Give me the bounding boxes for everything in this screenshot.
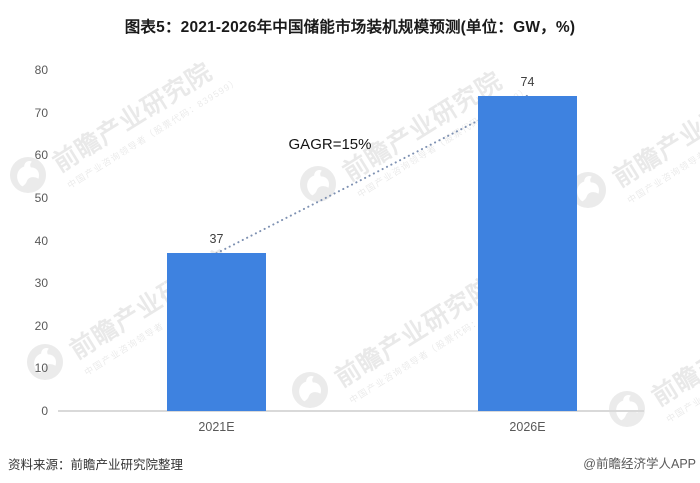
- qianzhan-logo-icon: [608, 390, 646, 428]
- source-note: 资料来源：前瞻产业研究院整理: [8, 458, 184, 472]
- qianzhan-logo-icon: [569, 171, 607, 209]
- y-axis-tick-label: 20: [34, 318, 48, 333]
- y-axis-tick-label: 40: [34, 233, 48, 248]
- qianzhan-logo-icon: [9, 156, 47, 194]
- y-axis-tick-label: 60: [34, 148, 48, 163]
- bar: [167, 253, 266, 411]
- y-axis-tick-label: 30: [34, 276, 48, 291]
- bar: [478, 95, 577, 411]
- y-axis-tick-label: 10: [34, 361, 48, 376]
- chart-title: 图表5：2021-2026年中国储能市场装机规模预测(单位：GW，%): [124, 19, 576, 36]
- qianzhan-logo-icon: [291, 371, 329, 409]
- y-axis-tick-label: 70: [34, 105, 48, 120]
- app-credit: @前瞻经济学人APP: [583, 457, 696, 471]
- cagr-annotation: GAGR=15%: [288, 136, 372, 153]
- x-axis-category-label: 2021E: [198, 420, 235, 434]
- bar-value-label: 74: [520, 74, 535, 89]
- trend-dotted-line: [215, 94, 529, 255]
- x-axis-category-label: 2026E: [509, 420, 546, 434]
- y-axis-tick-label: 50: [34, 190, 48, 205]
- qianzhan-logo-icon: [299, 165, 337, 203]
- y-axis-tick-label: 0: [41, 404, 48, 418]
- bar-value-label: 37: [209, 232, 224, 247]
- qianzhan-logo-icon: [26, 343, 64, 381]
- x-axis-line: [58, 410, 644, 412]
- y-axis-tick-label: 80: [34, 63, 48, 77]
